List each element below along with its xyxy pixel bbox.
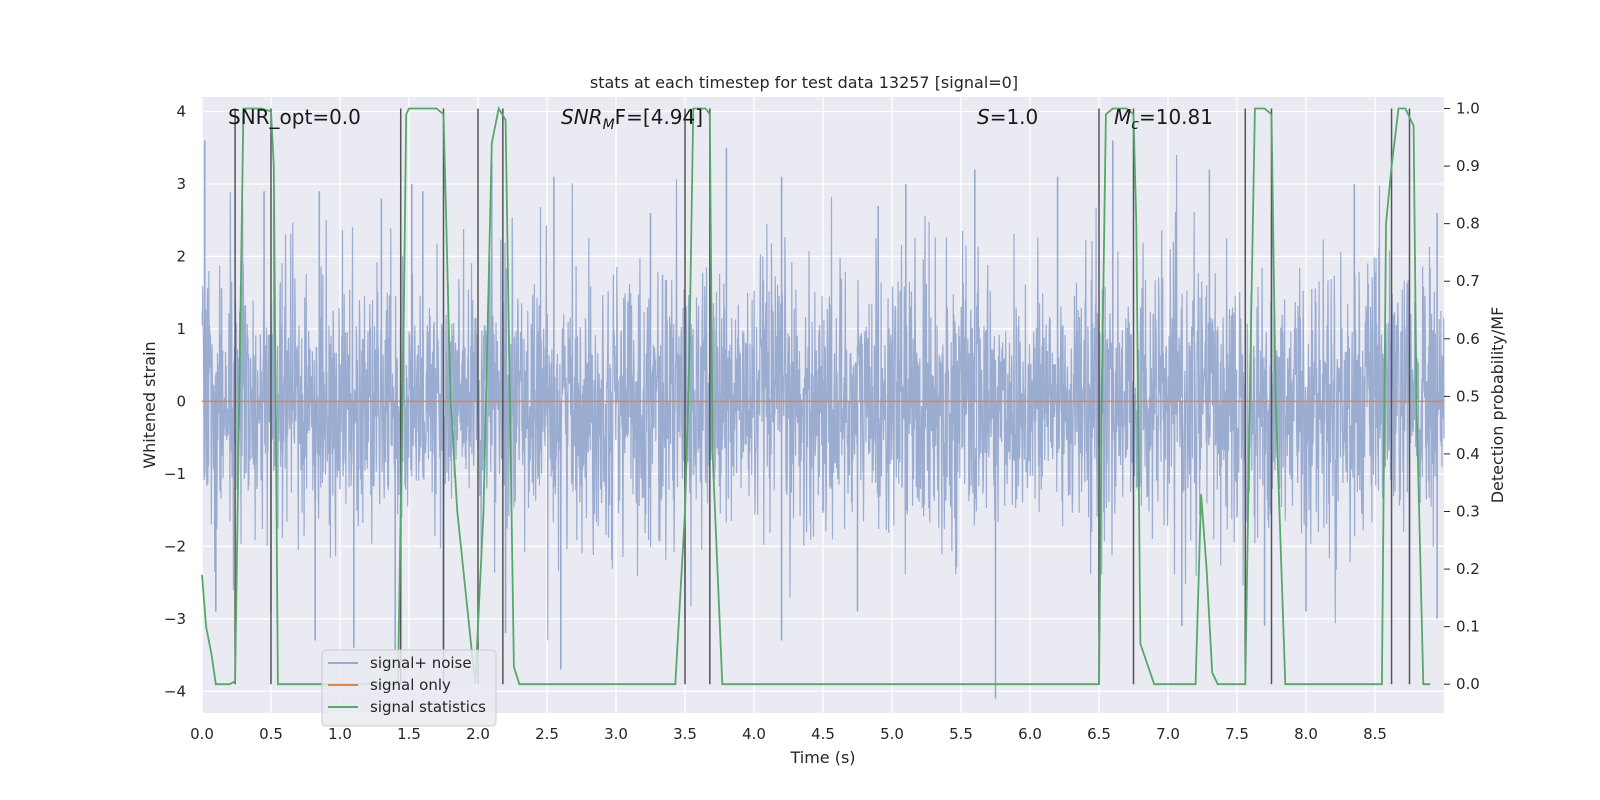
x-tick-label: 6.5 [1087,725,1111,743]
y2-tick-label: 0.2 [1456,560,1480,578]
chart-title: stats at each timestep for test data 132… [590,73,1018,92]
x-tick-label: 7.5 [1225,725,1249,743]
y-tick-label: −3 [164,610,186,628]
y-axis-left-ticks: −4 −3 −2 −1 0 1 2 3 4 [164,102,186,700]
x-tick-label: 3.0 [604,725,628,743]
y2-tick-label: 1.0 [1456,100,1480,118]
s-symbol: S [977,105,990,129]
snr-mf-value: F=[4.94] [615,105,703,129]
s-value: =1.0 [990,105,1039,129]
x-tick-label: 2.5 [535,725,559,743]
x-tick-label: 2.0 [466,725,490,743]
x-axis-ticks: 0.0 0.5 1.0 1.5 2.0 2.5 3.0 3.5 4.0 4.5 5.0 5.5 6.0 6… [190,725,1387,743]
y2-tick-label: 0.3 [1456,503,1480,521]
x-tick-label: 1.5 [397,725,421,743]
annotation-mc: Mc=10.81 [1114,105,1213,133]
x-tick-label: 5.5 [949,725,973,743]
legend-label-signal-only: signal only [370,676,451,694]
y-axis-label: Whitened strain [140,341,159,468]
y2-tick-label: 0.9 [1456,157,1480,175]
x-axis-label: Time (s) [789,748,855,767]
annotation-s: S=1.0 [977,105,1038,129]
y2-tick-label: 0.1 [1456,618,1480,636]
y2-tick-label: 0.6 [1456,330,1480,348]
y2-tick-label: 0.8 [1456,215,1480,233]
annotation-snr-mf: SNRMF=[4.94] [561,105,703,133]
x-tick-label: 4.5 [811,725,835,743]
x-tick-label: 0.0 [190,725,214,743]
mc-subscript: c [1131,117,1139,133]
x-tick-label: 0.5 [259,725,283,743]
y2-tick-label: 0.5 [1456,387,1480,405]
y-axis-right-label: Detection probability/MF [1488,307,1507,504]
y-tick-label: −1 [164,465,186,483]
y-tick-label: 2 [176,247,186,265]
y2-tick-label: 0.4 [1456,445,1480,463]
legend-label-signal-statistics: signal statistics [370,698,486,716]
legend-label-signal-noise: signal+ noise [370,654,472,672]
vertical-markers [234,108,1411,685]
x-tick-label: 3.5 [673,725,697,743]
x-tick-label: 6.0 [1018,725,1042,743]
y-tick-label: 4 [176,102,186,120]
legend-box [321,649,497,727]
y-tick-label: −4 [164,682,186,700]
mc-value: =10.81 [1139,105,1213,129]
y-tick-label: 0 [176,392,186,410]
y2-tick-label: 0.7 [1456,272,1480,290]
x-tick-label: 7.0 [1156,725,1180,743]
x-tick-label: 8.5 [1363,725,1387,743]
snr-mf-symbol: SNR [561,105,603,129]
y-tick-label: 1 [176,320,186,338]
x-tick-label: 4.0 [742,725,766,743]
y-tick-label: −2 [164,537,186,555]
annotation-snr-opt: SNR_opt=0.0 [228,105,361,129]
y2-tick-label: 0.0 [1456,675,1480,693]
mc-symbol: M [1114,105,1131,129]
x-tick-label: 5.0 [880,725,904,743]
x-tick-label: 8.0 [1294,725,1318,743]
snr-mf-subscript: M [603,117,615,133]
signal-noise-line [201,154,1445,641]
legend: signal+ noise signal only signal statist… [321,649,497,727]
y-tick-label: 3 [176,175,186,193]
y-axis-right-ticks: 0.0 0.1 0.2 0.3 0.4 0.5 0.6 0.7 0.8 0.9 1.0 [1444,100,1480,693]
x-tick-label: 1.0 [328,725,352,743]
